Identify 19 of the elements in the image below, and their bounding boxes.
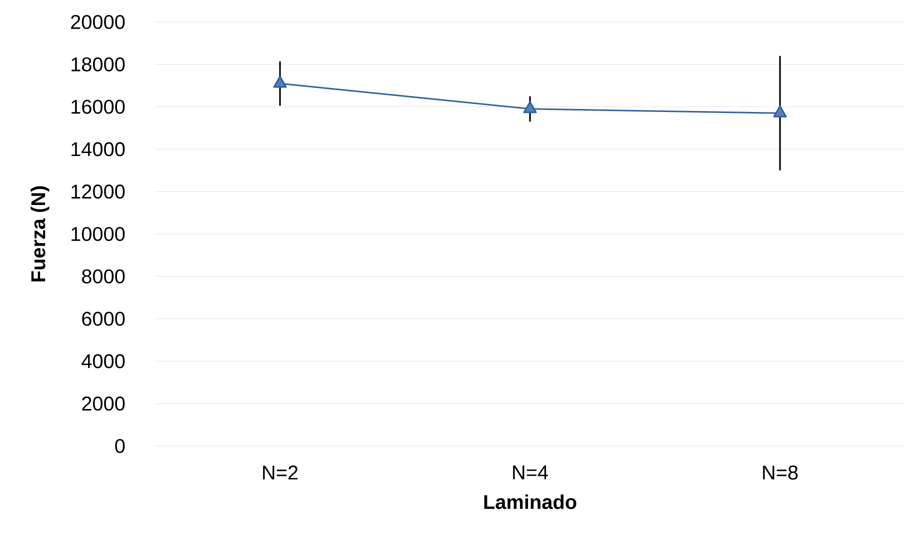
y-tick-label: 16000	[72, 100, 125, 114]
y-tick-label: 12000	[72, 184, 125, 199]
y-tick-label: 18000	[72, 57, 125, 72]
point	[773, 105, 787, 118]
x-axis-title: Laminado	[484, 494, 576, 510]
y-tick-label: 0	[115, 438, 125, 454]
x-tick-label: N=8	[763, 466, 798, 480]
y-tick-label: 6000	[82, 312, 125, 326]
x-tick-label: N=4	[513, 466, 548, 480]
y-tick-label: 10000	[72, 226, 125, 242]
y-axis-title: Fuerza (N)	[30, 186, 50, 282]
y-tick-label: 14000	[72, 142, 125, 156]
point	[523, 101, 537, 114]
y-tick-label: 4000	[82, 354, 125, 368]
y-tick-label: 20000	[71, 14, 125, 30]
point	[273, 76, 287, 88]
y-tick-label: 2000	[82, 396, 125, 411]
x-tick-label: N=2	[263, 466, 298, 480]
y-tick-label: 8000	[82, 269, 125, 284]
